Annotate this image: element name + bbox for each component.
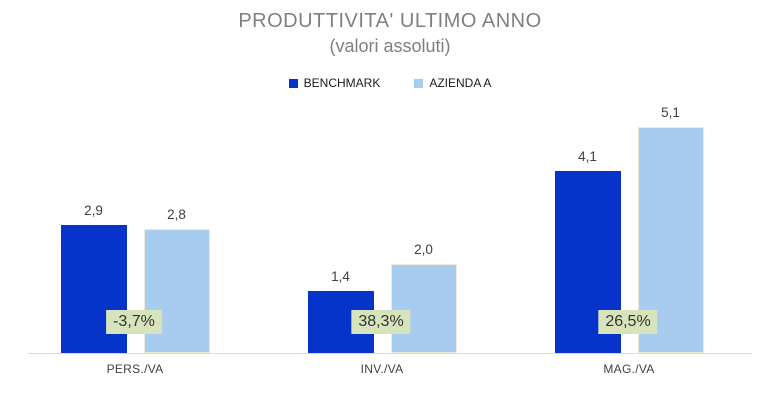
legend-swatch-azienda-a-icon <box>414 78 424 88</box>
legend-label-azienda-a: AZIENDA A <box>429 76 492 90</box>
value-label-benchmark-mag-va: 4,1 <box>578 149 597 164</box>
legend-swatch-benchmark-icon <box>288 78 298 88</box>
percent-delta-pers-va: -3,7% <box>106 310 162 334</box>
bar-azienda-a-inv-va <box>390 264 457 353</box>
bar-azienda-a-pers-va <box>143 229 210 353</box>
legend-label-benchmark: BENCHMARK <box>303 76 381 90</box>
chart-legend: BENCHMARK AZIENDA A <box>0 76 780 90</box>
percent-delta-inv-va: 38,3% <box>351 310 411 334</box>
value-label-azienda-a-pers-va: 2,8 <box>167 207 186 222</box>
value-label-azienda-a-inv-va: 2,0 <box>414 242 433 257</box>
value-label-azienda-a-mag-va: 5,1 <box>661 105 680 120</box>
value-label-benchmark-inv-va: 1,4 <box>331 269 350 284</box>
category-label-mag-va: MAG./VA <box>603 362 655 376</box>
percent-delta-mag-va: 26,5% <box>598 310 658 334</box>
legend-item-azienda-a: AZIENDA A <box>414 76 491 90</box>
legend-item-benchmark: BENCHMARK <box>288 76 381 90</box>
chart-subtitle: (valori assoluti) <box>329 36 451 56</box>
category-label-inv-va: INV./VA <box>360 362 404 376</box>
x-axis-line <box>28 353 752 354</box>
chart-title: PRODUTTIVITA' ULTIMO ANNO <box>238 10 542 32</box>
value-label-benchmark-pers-va: 2,9 <box>84 203 103 218</box>
category-label-pers-va: PERS./VA <box>106 362 164 376</box>
